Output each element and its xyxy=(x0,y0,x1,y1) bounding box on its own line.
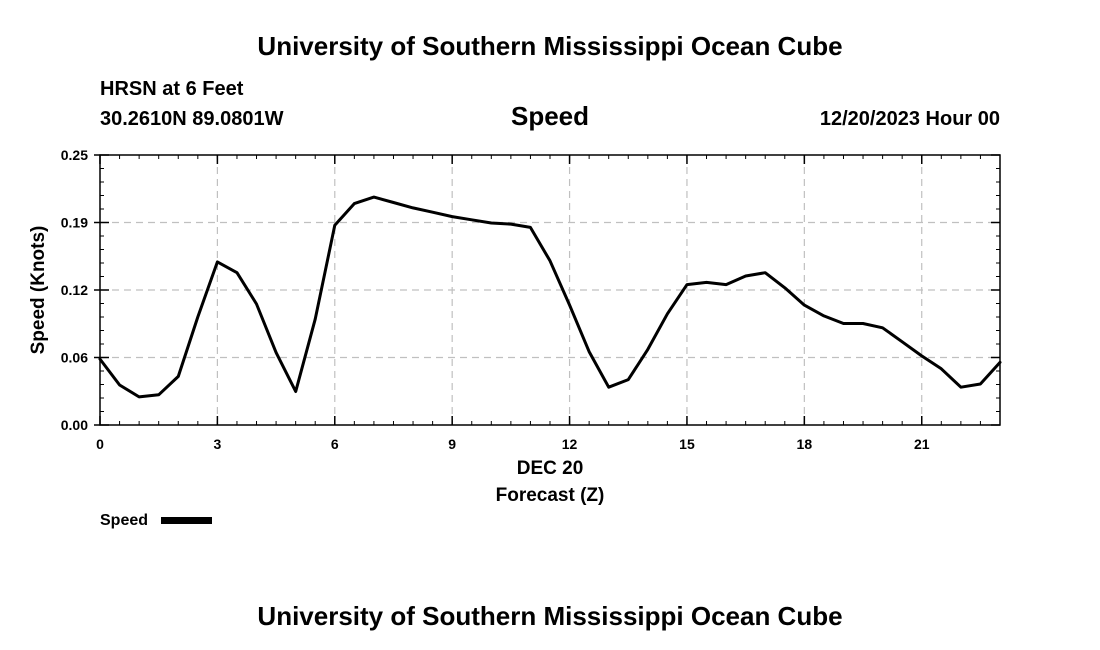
station-label: HRSN at 6 Feet xyxy=(100,78,244,100)
series-layer xyxy=(98,195,1002,399)
variable-label: Speed xyxy=(511,101,589,131)
x-axis-date-label: DEC 20 xyxy=(517,458,584,479)
major-ticks xyxy=(94,154,1000,426)
plot-frame xyxy=(99,154,1001,426)
chart-title: University of Southern Mississippi Ocean… xyxy=(257,31,842,61)
legend-label: Speed xyxy=(100,512,148,529)
x-tick-labels: 0 3 6 9 12 15 18 21 xyxy=(96,436,930,452)
x-tick-label: 15 xyxy=(679,436,695,452)
x-tick-label: 0 xyxy=(96,436,104,452)
x-tick-label: 6 xyxy=(331,436,339,452)
legend-swatch xyxy=(161,517,212,524)
y-tick-labels: 0.00 0.06 0.12 0.19 0.25 xyxy=(61,147,88,433)
y-tick-label: 0.00 xyxy=(61,417,88,433)
y-axis-label: Speed (Knots) xyxy=(28,226,49,355)
x-tick-label: 18 xyxy=(797,436,813,452)
datetime-label: 12/20/2023 Hour 00 xyxy=(820,108,1000,130)
y-tick-label: 0.06 xyxy=(61,350,88,366)
series-line-speed xyxy=(98,195,1002,399)
x-tick-label: 3 xyxy=(213,436,221,452)
legend: Speed xyxy=(100,512,212,529)
x-tick-label: 9 xyxy=(448,436,456,452)
y-tick-label: 0.25 xyxy=(61,147,88,163)
footer-title: University of Southern Mississippi Ocean… xyxy=(257,601,842,631)
x-tick-label: 21 xyxy=(914,436,930,452)
x-tick-label: 12 xyxy=(562,436,578,452)
grid-lines xyxy=(100,155,1000,425)
y-tick-label: 0.12 xyxy=(61,282,88,298)
location-label: 30.2610N 89.0801W xyxy=(100,108,284,130)
y-tick-label: 0.19 xyxy=(61,215,88,231)
x-axis-label: Forecast (Z) xyxy=(496,485,605,506)
